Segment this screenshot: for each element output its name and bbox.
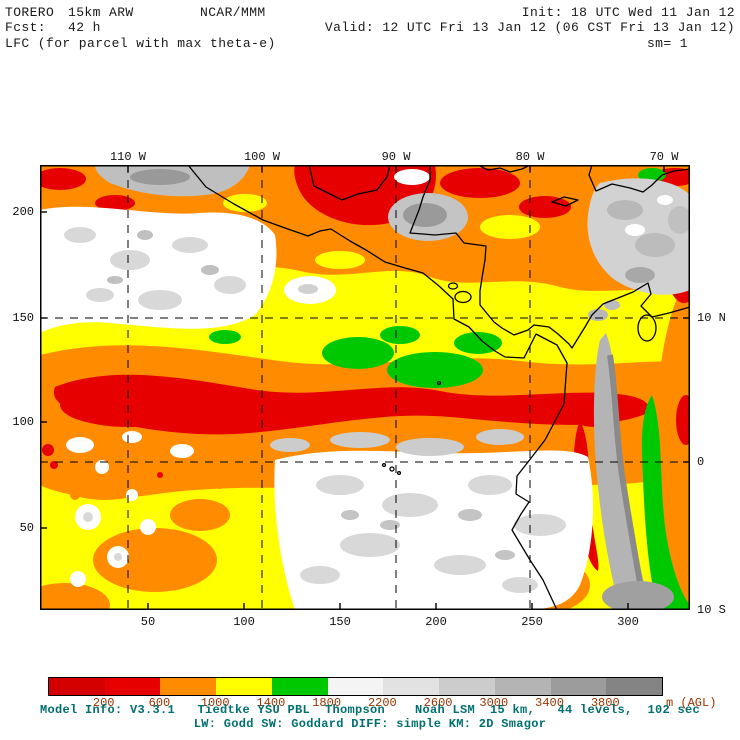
bottom-axis-label: 50 bbox=[140, 615, 156, 629]
jamaica-coastline bbox=[551, 196, 579, 207]
top-axis-label: 70 W bbox=[649, 150, 679, 164]
valid-time: Valid: 12 UTC Fri 13 Jan 12 (06 CST Fri … bbox=[324, 20, 735, 35]
colorbar-tick-label: 3400 bbox=[535, 696, 564, 710]
model-config: 15km ARW bbox=[68, 5, 134, 20]
colorbar-tick-label: 3000 bbox=[479, 696, 509, 710]
pacific-coastline bbox=[187, 165, 568, 610]
colorbar-tick-label: 1000 bbox=[200, 696, 230, 710]
colorbar-segment bbox=[494, 678, 551, 695]
caribbean-coastline bbox=[409, 165, 690, 349]
colorbar-tick-label: 2600 bbox=[423, 696, 453, 710]
bottom-axis-label: 250 bbox=[521, 615, 543, 629]
colorbar-segment bbox=[606, 678, 663, 695]
right-axis-label: 10 N bbox=[697, 311, 726, 325]
colorbar-tick-label: 1400 bbox=[256, 696, 286, 710]
speckle-layer bbox=[70, 460, 224, 500]
colorbar-segment bbox=[550, 678, 607, 695]
colorbar-segment bbox=[160, 678, 217, 695]
hispaniola-coastline bbox=[588, 165, 690, 193]
left-axis-label: 50 bbox=[19, 521, 34, 535]
top-axis-label: 110 W bbox=[109, 150, 146, 164]
colorbar-tick-label: 2200 bbox=[367, 696, 397, 710]
colorbar bbox=[48, 677, 663, 696]
bottom-axis-label: 300 bbox=[617, 615, 639, 629]
lake-maracaibo bbox=[637, 314, 657, 342]
model-info-line1: Model Info: V3.3.1 Tiedtke YSU PBL Thomp… bbox=[39, 703, 701, 717]
colorbar-segment bbox=[49, 678, 105, 695]
coastlines-layer bbox=[187, 165, 690, 610]
top-axis-label: 90 W bbox=[381, 150, 411, 164]
colorbar-tick-label: 600 bbox=[148, 696, 171, 710]
lake-managua bbox=[447, 282, 459, 290]
colorbar-segment bbox=[327, 678, 384, 695]
colorbar-segment bbox=[104, 678, 161, 695]
bottom-axis-label: 150 bbox=[329, 615, 351, 629]
init-time: Init: 18 UTC Wed 11 Jan 12 bbox=[521, 5, 735, 20]
storm-motion: sm= 1 bbox=[646, 36, 688, 51]
galapagos-island bbox=[389, 466, 395, 472]
fcst-label: Fcst: bbox=[5, 20, 47, 35]
colorbar-tick-label: 1800 bbox=[312, 696, 342, 710]
center-name: NCAR/MMM bbox=[200, 5, 266, 20]
right-axis-label: 0 bbox=[697, 455, 705, 469]
colorbar-segment bbox=[383, 678, 440, 695]
fcst-hours: 42 h bbox=[68, 20, 101, 35]
field-title: LFC (for parcel with max theta-e) bbox=[5, 36, 276, 51]
colorbar-tick-label: 3800 bbox=[590, 696, 620, 710]
bottom-axis-label: 200 bbox=[425, 615, 447, 629]
colorbar-segment bbox=[439, 678, 495, 695]
gulf-coastline bbox=[308, 165, 391, 201]
terrain-gray-layer bbox=[64, 165, 690, 610]
top-axis-label: 100 W bbox=[243, 150, 280, 164]
lake-nicaragua bbox=[454, 290, 472, 304]
campaign-name: TORERO bbox=[5, 5, 55, 20]
colorbar-tick-label: 200 bbox=[92, 696, 115, 710]
right-axis-label: 10 S bbox=[697, 603, 726, 617]
top-axis-label: 80 W bbox=[515, 150, 545, 164]
map-plot bbox=[40, 165, 690, 610]
left-axis-label: 200 bbox=[12, 205, 34, 219]
colorbar-segment bbox=[216, 678, 272, 695]
field-layer bbox=[40, 165, 690, 610]
plot-frame bbox=[40, 165, 690, 610]
cuba-coastline bbox=[477, 165, 531, 173]
galapagos-island bbox=[381, 462, 387, 468]
bottom-axis-label: 100 bbox=[233, 615, 255, 629]
left-axis-label: 100 bbox=[12, 415, 34, 429]
colorbar-segment bbox=[271, 678, 328, 695]
left-axis-label: 150 bbox=[12, 311, 34, 325]
model-info-line2: LW: Godd SW: Goddard DIFF: simple KM: 2D… bbox=[193, 717, 547, 731]
latlon-grid bbox=[40, 165, 690, 610]
galapagos-island bbox=[396, 470, 402, 476]
cocos-island bbox=[436, 380, 442, 386]
colorbar-units: m (AGL) bbox=[666, 696, 717, 710]
